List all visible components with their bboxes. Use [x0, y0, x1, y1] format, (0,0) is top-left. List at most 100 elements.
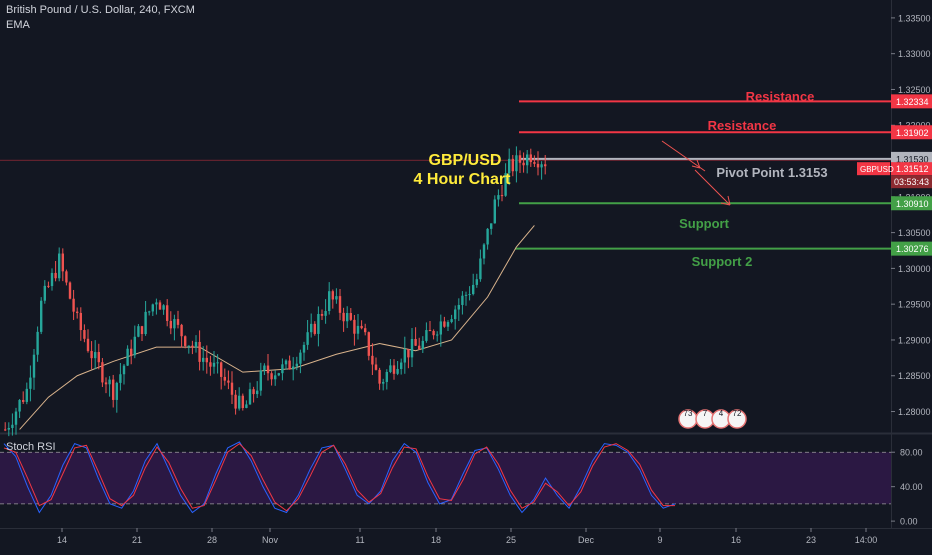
candle	[486, 228, 489, 250]
badge-support-2-text: 1.30276	[896, 244, 929, 254]
candle-body	[457, 304, 460, 310]
badge-support-1	[891, 196, 932, 211]
badge-resistance-2	[891, 125, 932, 140]
candle	[72, 289, 75, 320]
candle	[360, 320, 363, 330]
candle-body	[432, 330, 435, 336]
candle-body	[266, 365, 270, 374]
candle-body	[342, 312, 345, 322]
candle	[299, 349, 302, 374]
candle	[234, 390, 237, 415]
candle-body	[220, 362, 223, 377]
candle	[410, 328, 414, 368]
candle-body	[295, 363, 298, 367]
candle	[508, 148, 511, 186]
candle-body	[194, 341, 198, 348]
candle-body	[65, 271, 68, 283]
candle	[270, 371, 273, 386]
candle	[306, 319, 309, 350]
event-icon-count: 73	[684, 409, 693, 418]
candle-body	[115, 382, 118, 400]
candle	[40, 297, 43, 335]
candle	[101, 358, 104, 388]
candle	[533, 155, 536, 167]
time-tick-label: 21	[132, 535, 142, 545]
candle-body	[544, 164, 547, 167]
candle-body	[223, 376, 226, 381]
candle	[202, 346, 205, 371]
candle	[421, 336, 424, 353]
badge-symbol	[857, 162, 890, 176]
candle	[504, 163, 507, 197]
candle-body	[331, 291, 334, 300]
candle-body	[270, 373, 273, 380]
candle	[414, 327, 417, 346]
candle-body	[526, 154, 529, 166]
time-tick-label: Nov	[262, 535, 279, 545]
candle-body	[40, 300, 43, 332]
candle	[79, 307, 82, 341]
candle	[259, 362, 262, 396]
resistance-2-label: Resistance	[708, 118, 777, 133]
candle	[112, 374, 115, 408]
candle	[428, 320, 432, 332]
economic-event-icon[interactable]: 73	[678, 409, 698, 429]
badge-pivot-text: 1.31530	[896, 154, 929, 164]
candle	[382, 378, 385, 391]
candle	[403, 336, 406, 374]
candle	[324, 299, 327, 324]
candle	[418, 337, 421, 350]
candle-body	[274, 375, 277, 380]
candle	[378, 367, 381, 390]
candle	[144, 300, 147, 336]
candle-body	[54, 272, 57, 279]
candle	[274, 370, 277, 386]
candle	[425, 322, 428, 343]
candle-body	[47, 285, 50, 287]
candle-body	[353, 319, 356, 334]
candle-body	[418, 345, 421, 350]
time-tick-label: 16	[731, 535, 741, 545]
candle	[86, 329, 90, 353]
badge-symbol-text: GBPUSD	[860, 165, 894, 174]
candle-body	[234, 394, 237, 409]
price-tick-label: 1.33500	[898, 13, 931, 23]
oscillator-legend[interactable]: Stoch RSI	[6, 441, 56, 453]
candle	[209, 355, 212, 376]
candle	[328, 282, 331, 315]
candle	[180, 323, 183, 348]
candle-body	[86, 338, 90, 351]
candle-body	[493, 199, 496, 224]
candle	[133, 325, 136, 359]
candle	[457, 298, 460, 321]
candle-body	[245, 404, 248, 408]
trend-arrow-1	[661, 140, 706, 172]
candle-body	[277, 373, 280, 376]
candle	[526, 150, 529, 174]
candle	[518, 150, 522, 173]
event-icon-count: 72	[733, 409, 742, 418]
candle	[472, 273, 475, 296]
candle	[511, 154, 514, 177]
candle	[245, 400, 248, 409]
candle	[241, 393, 244, 411]
candle	[220, 361, 223, 390]
indicator-legend-ema[interactable]: EMA	[6, 19, 30, 31]
candle	[310, 313, 313, 338]
candle	[14, 407, 18, 435]
economic-event-icon[interactable]: 72	[727, 409, 747, 429]
candle-body	[202, 357, 205, 362]
support-1-label: Support	[679, 216, 729, 231]
candle-body	[76, 311, 79, 313]
badge-support-2	[891, 241, 932, 256]
candle-body	[198, 341, 201, 362]
candle	[22, 391, 25, 404]
candle-body	[241, 395, 244, 408]
support-2-label: Support 2	[692, 254, 753, 269]
candle-body	[421, 340, 424, 350]
event-icon-count: 4	[719, 409, 724, 418]
candle-body	[497, 195, 500, 200]
price-tick-label: 1.32500	[898, 85, 931, 95]
candle-body	[515, 155, 518, 172]
